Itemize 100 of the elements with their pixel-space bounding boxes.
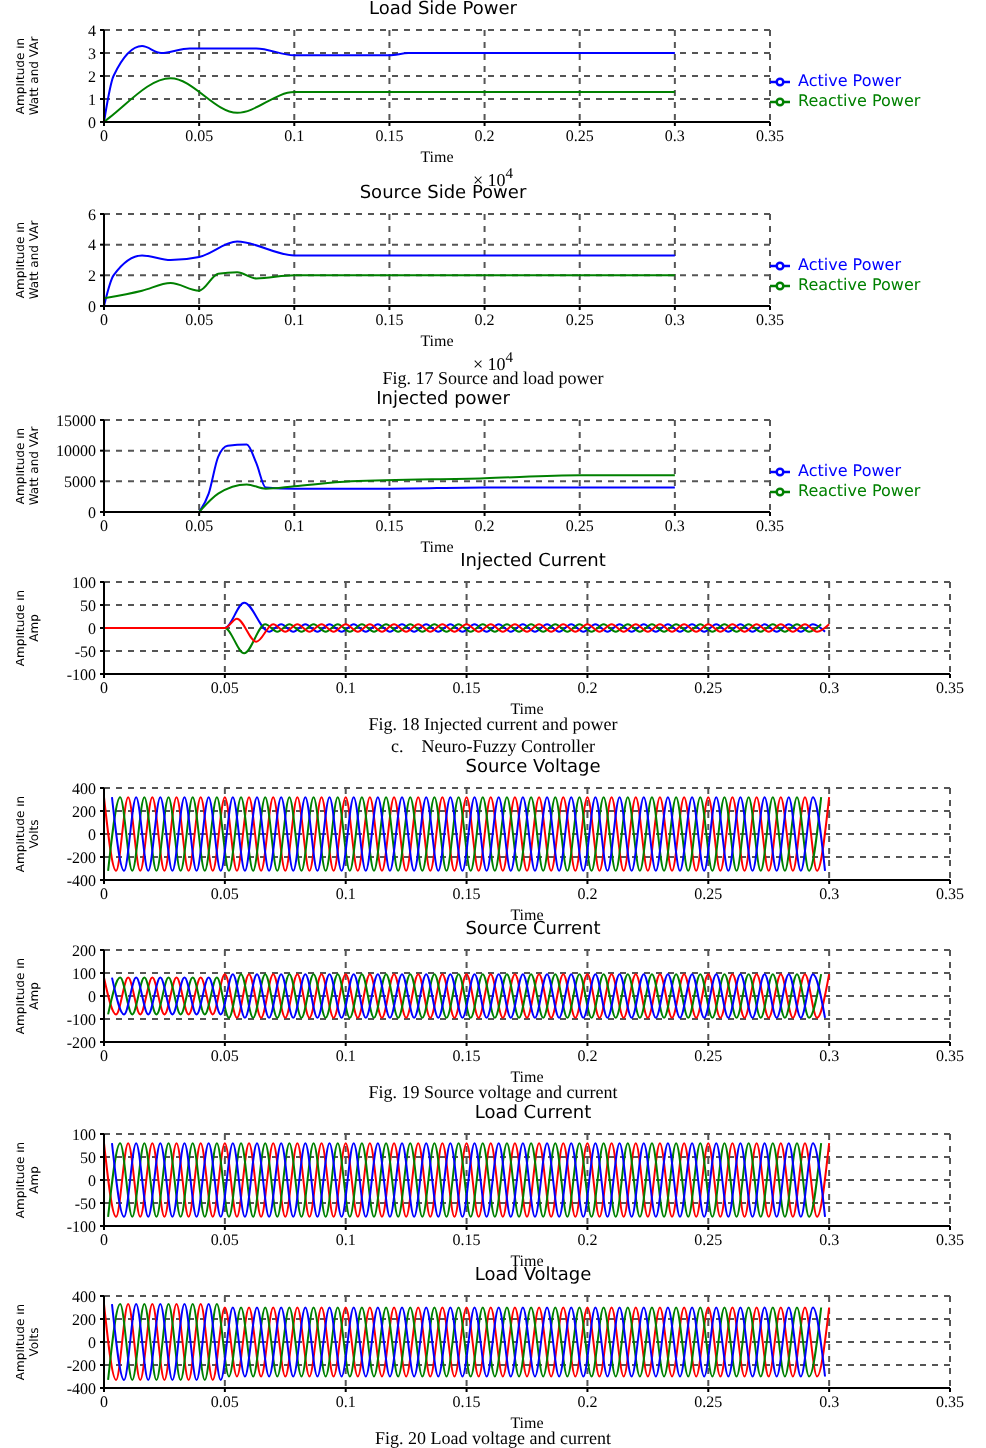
y-tick-label: 200 (72, 802, 96, 821)
chart-title: Load Side Power (367, 0, 519, 22)
x-tick-label: 0.15 (375, 127, 404, 146)
x-tick-label: 0 (100, 1047, 108, 1066)
y-tick-label: -100 (66, 1010, 96, 1029)
x-tick-label: 0.15 (452, 1047, 481, 1066)
x-tick-label: 0.05 (185, 517, 214, 536)
line-series (104, 77, 676, 122)
x-tick-label: 0.15 (452, 885, 481, 904)
x-tick-label: 0.3 (819, 1047, 840, 1066)
x-tick-label: 0.1 (335, 1393, 356, 1412)
y-tick-label: 2 (88, 67, 96, 86)
x-tick-label: 0 (100, 127, 108, 146)
y-tick-label: 100 (72, 964, 96, 983)
x-tick-label: 0.05 (210, 1231, 239, 1250)
y-tick-label: 0 (88, 113, 96, 132)
x-tick-label: 0.2 (577, 1047, 598, 1066)
x-tick-label: 0.25 (565, 311, 594, 330)
x-tick-label: 0.25 (565, 127, 594, 146)
x-tick-label: 0.15 (375, 311, 404, 330)
x-tick-label: 0.25 (694, 1231, 723, 1250)
x-tick-label: 0.35 (756, 311, 784, 330)
x-tick-label: 0.1 (335, 1231, 356, 1250)
line-series (104, 617, 831, 643)
y-tick-label: 200 (72, 1310, 96, 1329)
chart-title: Load Current (472, 1104, 594, 1126)
y-tick-label: -200 (66, 1356, 96, 1375)
x-tick-label: 0.25 (694, 679, 723, 698)
y-tick-label: -200 (66, 848, 96, 867)
x-tick-label: 0 (100, 1231, 108, 1250)
x-tick-label: 0.05 (210, 885, 239, 904)
x-tick-label: 0.3 (664, 127, 685, 146)
x-tick-label: 0 (100, 517, 108, 536)
y-tick-label: 50 (80, 596, 96, 615)
line-series (104, 240, 676, 306)
y-tick-label: 400 (72, 779, 96, 798)
x-axis-title: Time (420, 332, 455, 350)
y-tick-label: -100 (66, 1217, 96, 1236)
x-tick-label: 0.25 (565, 517, 594, 536)
x-tick-label: 0 (100, 1393, 108, 1412)
x-tick-label: 0.2 (577, 885, 598, 904)
x-tick-label: 0 (100, 311, 108, 330)
line-series (198, 443, 676, 512)
x-tick-label: 0.05 (210, 679, 239, 698)
x-tick-label: 0.3 (819, 1231, 840, 1250)
x-tick-label: 0.3 (819, 1393, 840, 1412)
y-tick-label: 1 (88, 90, 96, 109)
x-tick-label: 0.05 (210, 1393, 239, 1412)
x-axis-title: Time (510, 700, 545, 718)
chart-title: Source Side Power (357, 184, 529, 206)
caption: Fig. 18 Injected current and power (366, 714, 620, 736)
x-tick-label: 0.15 (452, 1231, 481, 1250)
y-tick-label: 3 (88, 44, 96, 63)
y-tick-label: 0 (88, 987, 96, 1006)
x-tick-label: 0.1 (284, 127, 305, 146)
x-tick-label: 0.25 (694, 1393, 723, 1412)
x-tick-label: 0.05 (210, 1047, 239, 1066)
chart-title: Source Current (463, 920, 603, 942)
y-tick-label: 0 (88, 1333, 96, 1352)
chart-title: Injected power (374, 390, 512, 412)
text: c. Neuro-Fuzzy Controller (389, 736, 597, 758)
x-tick-label: 0.3 (664, 517, 685, 536)
x-tick-label: 0.25 (694, 1047, 723, 1066)
legend-label: Active Power (798, 256, 901, 274)
y-tick-label: 10000 (56, 442, 96, 461)
x-axis-title: Time (420, 538, 455, 556)
x-tick-label: 0.1 (335, 679, 356, 698)
x-tick-label: 0.35 (936, 1393, 964, 1412)
x-axis-title: Time (510, 1414, 545, 1432)
y-tick-label: 200 (72, 941, 96, 960)
caption: Fig. 19 Source voltage and current (366, 1082, 620, 1104)
x-tick-label: 0.35 (936, 1231, 964, 1250)
chart-title: Source Voltage (463, 758, 603, 780)
y-tick-label: 0 (88, 1171, 96, 1190)
x-tick-label: 0.05 (185, 311, 214, 330)
x-tick-label: 0.2 (577, 1231, 598, 1250)
y-tick-label: 100 (72, 573, 96, 592)
x-tick-label: 0.2 (577, 679, 598, 698)
x-tick-label: 0.2 (474, 517, 495, 536)
x-tick-label: 0.2 (474, 127, 495, 146)
y-tick-label: -400 (66, 871, 96, 890)
x-tick-label: 0.3 (819, 679, 840, 698)
y-tick-label: 15000 (56, 411, 96, 430)
y-tick-label: 2 (88, 267, 96, 286)
x-tick-label: 0.35 (936, 679, 964, 698)
x-tick-label: 0.15 (452, 679, 481, 698)
legend-label: Active Power (798, 72, 901, 90)
y-tick-label: 400 (72, 1287, 96, 1306)
y-tick-label: 6 (88, 205, 96, 224)
y-tick-label: -50 (74, 1194, 96, 1213)
x-axis-title: Time (510, 1068, 545, 1086)
x-tick-label: 0.3 (819, 885, 840, 904)
x-tick-label: 0.35 (936, 1047, 964, 1066)
legend-label: Reactive Power (798, 482, 921, 501)
y-tick-label: 0 (88, 619, 96, 638)
y-tick-label: 0 (88, 503, 96, 522)
y-tick-label: 0 (88, 825, 96, 844)
line-series (104, 271, 676, 300)
x-tick-label: 0.2 (474, 311, 495, 330)
y-tick-label: 50 (80, 1148, 96, 1167)
